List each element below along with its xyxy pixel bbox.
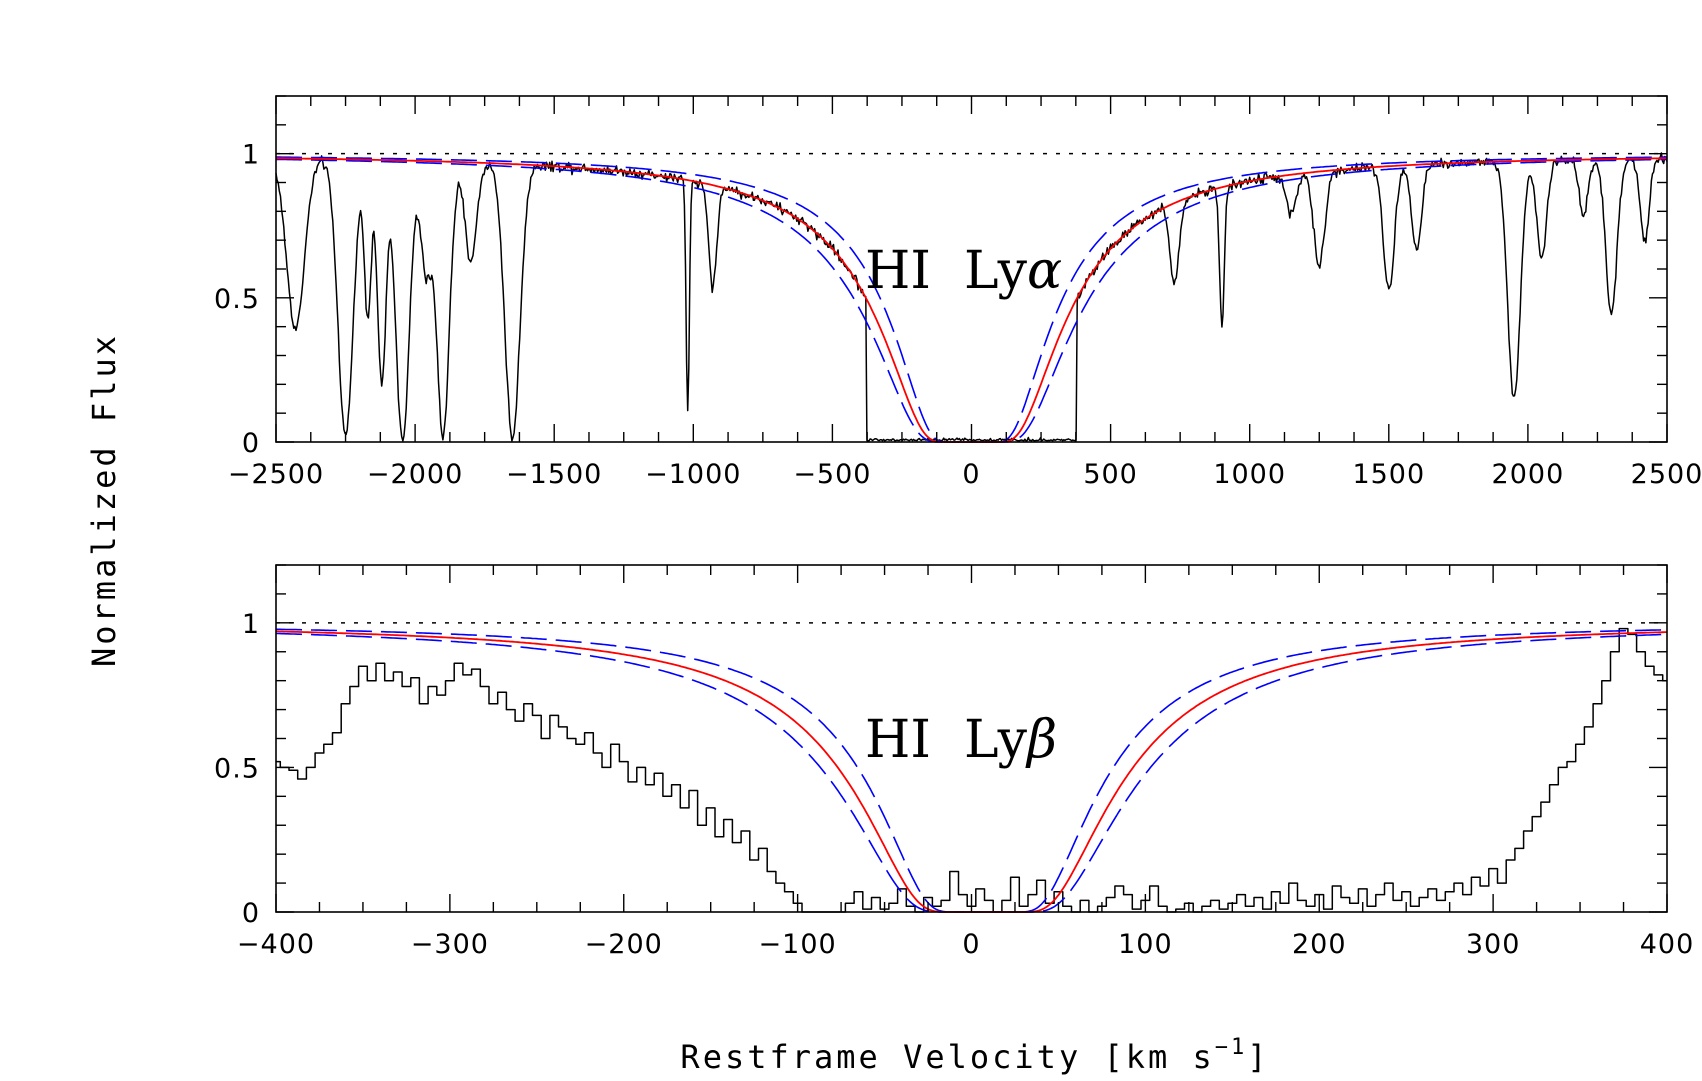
lyman-beta-x-tick-label: 100 [1118, 929, 1173, 960]
lyman-beta-model-lower-bound [276, 632, 1667, 913]
lyman-beta-model-upper-bound [276, 628, 1667, 913]
lyman-alpha-x-tick-label: 1000 [1213, 459, 1286, 490]
lyman-alpha-x-tick-label: 2000 [1492, 459, 1565, 490]
lyman-alpha-x-tick-label: −2500 [228, 459, 324, 490]
lyman-alpha-x-tick-label: 2500 [1631, 459, 1702, 490]
lyman-alpha-x-tick-label: 0 [962, 459, 980, 490]
lyman-alpha-y-tick-label: 0 [242, 428, 260, 459]
lyman-alpha-x-tick-label: −500 [793, 459, 871, 490]
lyman-alpha-x-tick-label: 1500 [1352, 459, 1425, 490]
lyman-alpha-y-tick-label: 0.5 [214, 284, 260, 315]
y-axis-label: Normalized Flux [85, 333, 123, 667]
lyman-beta-x-tick-label: −200 [585, 929, 663, 960]
lyman-beta-x-tick-label: 200 [1292, 929, 1347, 960]
x-axis-label-exponent: −1 [1215, 1035, 1248, 1060]
lyman-alpha-x-tick-label: 500 [1083, 459, 1138, 490]
lyman-beta-model-fit [276, 630, 1667, 913]
lyman-beta-y-tick-label: 0 [242, 898, 260, 929]
lyman-beta-x-tick-label: −300 [411, 929, 489, 960]
lyman-beta-spectrum [276, 627, 1667, 913]
lyman-beta-label-text: HI Ly [865, 710, 1028, 770]
lyman-beta-y-tick-label: 0.5 [214, 753, 260, 784]
lyman-alpha-label-text: HI Ly [865, 241, 1028, 301]
lyman-alpha-label: HI Lyα [865, 241, 1062, 301]
lyman-alpha-panel: −2500 −2000 −1500 −1000 −500 0 500 1000 1500 2000… [214, 95, 1702, 490]
lyman-beta-label-greek: β [1025, 710, 1057, 770]
lyman-beta-panel: −400 −300 −200 −100 0 100 200 300 400 0 0.5 1 HI Ly… [214, 564, 1695, 960]
lyman-beta-y-tick-label: 1 [242, 609, 260, 640]
lyman-beta-x-tick-label: 300 [1466, 929, 1521, 960]
lyman-alpha-x-tick-label: −1000 [645, 459, 741, 490]
x-axis-label-text: Restframe Velocity [km s [680, 1038, 1214, 1076]
lyman-beta-x-tick-label: 400 [1640, 929, 1695, 960]
x-axis-label-close: ] [1247, 1038, 1269, 1076]
lyman-alpha-y-tick-label: 1 [242, 140, 260, 171]
lyman-beta-x-tick-label: −100 [759, 929, 837, 960]
lyman-alpha-x-tick-label: −1500 [506, 459, 602, 490]
lyman-alpha-label-greek: α [1027, 241, 1062, 301]
lyman-beta-label: HI Lyβ [865, 710, 1057, 770]
lyman-beta-x-tick-label: −400 [237, 929, 315, 960]
lyman-beta-x-tick-label: 0 [962, 929, 980, 960]
x-axis-label: Restframe Velocity [km s−1] [680, 1035, 1269, 1076]
lyman-alpha-x-tick-label: −2000 [367, 459, 463, 490]
